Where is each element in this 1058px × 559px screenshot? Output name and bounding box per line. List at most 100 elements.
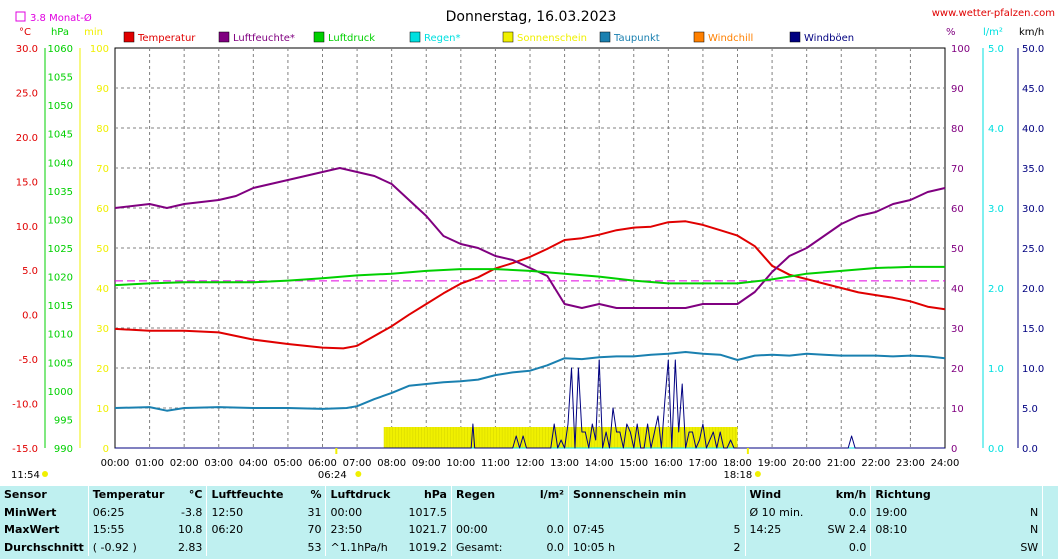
x-tick-label: 03:00 — [204, 458, 233, 469]
chart-title: Donnerstag, 16.03.2023 — [446, 9, 617, 25]
stats-row-label: MinWert — [4, 505, 57, 519]
sun-tick-label: 80 — [96, 124, 109, 135]
humidity-tick-label: 20 — [951, 364, 964, 375]
pressure-tick-label: 1015 — [48, 301, 73, 312]
stats-header-press-unit: hPa — [423, 488, 447, 502]
stats-cell: ^1.1hPa/h — [325, 538, 405, 556]
stats-cell: N — [1029, 505, 1039, 519]
humidity-tick-label: 100 — [951, 44, 970, 55]
pressure-tick-label: 1045 — [48, 130, 73, 141]
wind-tick-label: 35.0 — [1022, 164, 1044, 175]
sun-tick-label: 0 — [103, 444, 109, 455]
x-tick-label: 14:00 — [585, 458, 614, 469]
legend-label-regen: Regen* — [424, 33, 461, 44]
stats-cell: -3.8 — [180, 505, 203, 519]
temp-tick-label: -15.0 — [12, 444, 38, 455]
x-tick-label: 05:00 — [274, 458, 303, 469]
stats-cell: 70 — [307, 523, 322, 537]
legend-label-windchill: Windchill — [708, 33, 753, 44]
stats-cell: Ø 10 min. — [744, 503, 824, 521]
stats-header-row: Sensor Temperatur °C Luftfeuchte % Luftd… — [0, 486, 1055, 504]
legend-label-luftdruck: Luftdruck — [328, 33, 375, 44]
temp-tick-label: -5.0 — [18, 355, 38, 366]
temp-tick-label: 30.0 — [16, 44, 38, 55]
wind-tick-label: 5.0 — [1022, 404, 1038, 415]
pressure-tick-label: 1050 — [48, 101, 73, 112]
x-tick-label: 00:00 — [101, 458, 130, 469]
x-tick-label: 12:00 — [516, 458, 545, 469]
sunset-icon — [754, 471, 761, 477]
rain-tick-label: 0.0 — [988, 444, 1004, 455]
stats-header-rain: Regen — [450, 486, 530, 504]
humidity-unit-label: % — [946, 27, 956, 38]
stats-row-min: MinWert 06:25 -3.8 12:50 31 00:00 1017.5… — [0, 503, 1055, 522]
stats-cell: 0.0 — [848, 540, 867, 554]
sunrise-icon — [355, 471, 362, 477]
pressure-tick-label: 995 — [54, 415, 73, 426]
current-time-icon — [42, 471, 48, 477]
wind-tick-label: 45.0 — [1022, 84, 1044, 95]
stats-cell-empty — [1042, 538, 1055, 556]
stats-cell — [704, 504, 745, 522]
stats-cell: 15:55 — [87, 521, 169, 539]
wind-tick-label: 0.0 — [1022, 444, 1038, 455]
stats-cell: N — [1029, 523, 1039, 537]
x-tick-label: 01:00 — [135, 458, 164, 469]
stats-header-dir: Richtung — [870, 486, 1043, 504]
stats-cell: 10.8 — [177, 523, 203, 537]
humidity-tick-label: 10 — [951, 404, 964, 415]
wind-tick-label: 25.0 — [1022, 244, 1044, 255]
sun-tick-label: 60 — [96, 204, 109, 215]
humidity-tick-label: 60 — [951, 204, 964, 215]
x-tick-label: 23:00 — [896, 458, 925, 469]
stats-cell — [206, 538, 288, 556]
legend-label-sonnenschein: Sonnenschein — [517, 33, 587, 44]
legend-swatch-windchill — [693, 31, 705, 43]
series-line-luftfeuchte — [114, 167, 946, 309]
wind-tick-label: 40.0 — [1022, 124, 1044, 135]
stats-cell: ( -0.92 ) — [87, 538, 169, 556]
stats-cell: 0.0 — [546, 523, 564, 537]
stats-cell: 07:45 — [567, 521, 704, 539]
humidity-tick-label: 0 — [951, 444, 957, 455]
avg-legend-label: 3.8 Monat-Ø — [30, 12, 92, 24]
legend-swatch-windboeen — [789, 31, 801, 43]
wind-tick-label: 10.0 — [1022, 364, 1044, 375]
sunset-label: 18:18 — [723, 470, 752, 481]
x-tick-label: 17:00 — [689, 458, 718, 469]
x-tick-label: 08:00 — [377, 458, 406, 469]
temp-tick-label: 5.0 — [22, 266, 38, 277]
x-tick-label: 19:00 — [758, 458, 787, 469]
stats-cell: 1019.2 — [408, 540, 447, 554]
wind-tick-label: 30.0 — [1022, 204, 1044, 215]
pressure-tick-label: 990 — [54, 444, 73, 455]
sun-tick-label: 90 — [96, 84, 109, 95]
humidity-tick-label: 80 — [951, 124, 964, 135]
temp-tick-label: 20.0 — [16, 133, 38, 144]
humidity-tick-label: 70 — [951, 164, 964, 175]
x-tick-label: 10:00 — [446, 458, 475, 469]
wind-unit-label: km/h — [1019, 27, 1044, 38]
stats-cell: 0.0 — [546, 540, 564, 554]
rain-tick-label: 4.0 — [988, 124, 1004, 135]
x-tick-label: 06:00 — [308, 458, 337, 469]
stats-cell: 12:50 — [206, 503, 288, 521]
stats-header-hum-unit: % — [310, 488, 322, 502]
stats-header-temp: Temperatur — [87, 486, 169, 504]
sun-tick-label: 70 — [96, 164, 109, 175]
legend-swatch-luftfeuchte — [218, 31, 230, 43]
sun-unit-label: min — [84, 27, 103, 38]
stats-cell: 23:50 — [325, 521, 405, 539]
wind-tick-label: 50.0 — [1022, 44, 1044, 55]
pressure-tick-label: 1030 — [48, 215, 73, 226]
series-lines — [114, 167, 946, 449]
x-tick-label: 04:00 — [239, 458, 268, 469]
stats-cell: 0.0 — [848, 505, 867, 519]
stats-cell: 10:05 h — [567, 538, 704, 556]
humidity-tick-label: 90 — [951, 84, 964, 95]
pressure-tick-label: 1020 — [48, 273, 73, 284]
source-link[interactable]: www.wetter-pfalzen.com — [932, 8, 1055, 19]
sunrise-label: 06:24 — [318, 470, 347, 481]
x-tick-label: 07:00 — [343, 458, 372, 469]
stats-cell: 2.83 — [177, 540, 203, 554]
